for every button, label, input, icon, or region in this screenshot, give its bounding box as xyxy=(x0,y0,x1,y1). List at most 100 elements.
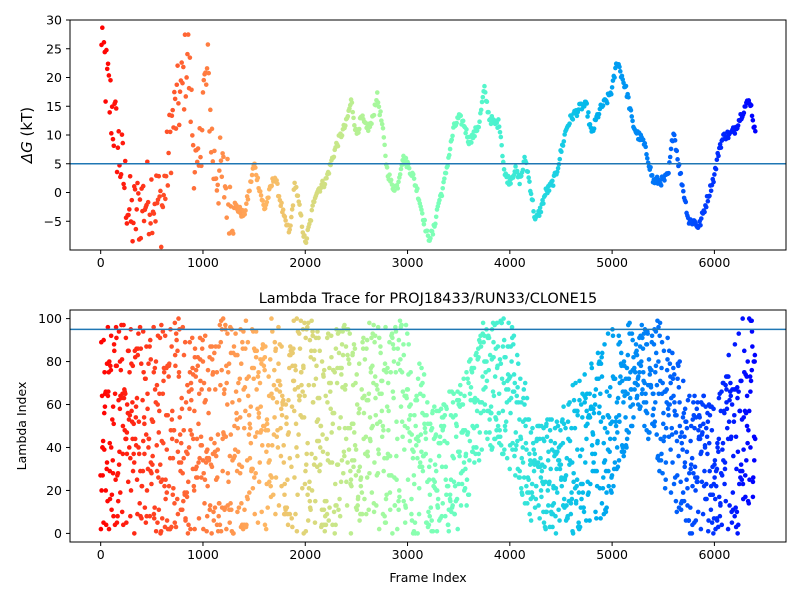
lambda-point xyxy=(416,485,422,491)
lambda-point xyxy=(200,359,206,364)
lambda-point xyxy=(688,423,694,429)
lambda-point xyxy=(169,524,174,530)
delta-g-point xyxy=(177,89,183,95)
delta-g-point xyxy=(283,218,288,223)
delta-g-point xyxy=(667,154,673,160)
lambda-point xyxy=(582,400,588,405)
lambda-point xyxy=(422,421,427,427)
lambda-point xyxy=(291,346,296,351)
lambda-point xyxy=(362,496,367,502)
lambda-point xyxy=(445,522,451,528)
delta-g-point xyxy=(258,193,264,198)
lambda-point xyxy=(376,451,382,457)
lambda-point xyxy=(291,378,297,384)
delta-g-point xyxy=(365,128,371,134)
lambda-point xyxy=(130,400,135,405)
delta-g-point xyxy=(411,176,417,181)
lambda-point xyxy=(679,430,685,435)
lambda-point xyxy=(155,402,160,407)
lambda-point xyxy=(348,477,354,483)
lambda-point xyxy=(399,322,404,328)
lambda-point xyxy=(630,402,636,407)
delta-g-point xyxy=(124,221,130,226)
lambda-point xyxy=(398,357,403,362)
delta-g-point xyxy=(140,183,146,189)
delta-g-point xyxy=(714,157,720,162)
lambda-point xyxy=(612,436,617,442)
lambda-point xyxy=(712,458,718,463)
lambda-point xyxy=(476,458,482,463)
lambda-point xyxy=(652,419,658,425)
delta-g-point xyxy=(167,129,173,135)
lambda-point xyxy=(504,455,510,461)
lambda-point xyxy=(324,436,329,442)
lambda-point xyxy=(492,374,498,379)
lambda-point xyxy=(394,453,399,459)
lambda-point xyxy=(661,410,666,416)
lambda-point xyxy=(640,335,645,341)
lambda-point xyxy=(216,344,222,349)
lambda-point xyxy=(596,376,601,382)
lambda-point xyxy=(351,458,357,463)
lambda-point xyxy=(395,436,400,442)
delta-g-point xyxy=(106,73,112,78)
delta-g-point xyxy=(227,184,233,190)
lambda-point xyxy=(599,350,605,356)
lambda-point xyxy=(299,485,305,491)
lambda-point xyxy=(752,352,758,358)
lambda-point xyxy=(650,412,656,418)
lambda-point xyxy=(546,503,551,508)
lambda-point xyxy=(279,412,285,418)
lambda-point xyxy=(615,430,620,435)
lambda-point xyxy=(250,466,255,472)
lambda-point xyxy=(245,393,251,399)
lambda-point xyxy=(308,507,313,513)
lambda-point xyxy=(513,430,519,435)
lambda-point xyxy=(509,359,514,364)
lambda-point xyxy=(146,445,151,450)
lambda-point xyxy=(387,453,393,459)
lambda-point xyxy=(285,477,290,483)
lambda-point xyxy=(223,434,229,440)
lambda-point xyxy=(433,468,439,474)
delta-g-point xyxy=(249,172,255,178)
lambda-point xyxy=(174,337,179,343)
lambda-point xyxy=(619,378,625,384)
lambda-point xyxy=(113,477,118,483)
lambda-point xyxy=(709,520,715,525)
lambda-point xyxy=(451,391,456,397)
delta-g-point xyxy=(718,145,724,150)
lambda-point xyxy=(523,423,528,429)
lambda-point xyxy=(138,346,144,351)
lambda-point xyxy=(172,520,178,525)
lambda-point xyxy=(605,430,610,435)
lambda-point xyxy=(217,522,223,528)
lambda-point xyxy=(317,445,323,450)
lambda-point xyxy=(697,436,703,442)
lambda-point xyxy=(108,333,114,339)
lambda-point xyxy=(556,458,562,463)
lambda-point xyxy=(289,464,294,470)
lambda-point xyxy=(301,415,307,420)
lambda-point xyxy=(629,423,635,429)
lambda-point xyxy=(416,511,422,517)
lambda-point xyxy=(524,395,530,401)
x-tick-label: 0 xyxy=(97,255,105,270)
lambda-point xyxy=(121,395,127,401)
delta-g-point xyxy=(735,123,741,128)
lambda-point xyxy=(510,440,515,446)
lambda-point xyxy=(568,511,574,517)
lambda-point xyxy=(160,440,166,446)
lambda-point xyxy=(266,479,272,485)
y-tick-label: 30 xyxy=(46,13,62,28)
lambda-point xyxy=(478,344,484,349)
lambda-point xyxy=(369,490,375,495)
lambda-point xyxy=(599,374,605,379)
lambda-point xyxy=(658,458,664,463)
lambda-point xyxy=(496,391,502,397)
lambda-point xyxy=(327,389,333,394)
lambda-point xyxy=(268,483,274,489)
lambda-point xyxy=(644,342,650,347)
lambda-point xyxy=(345,352,350,358)
lambda-point xyxy=(745,440,750,446)
